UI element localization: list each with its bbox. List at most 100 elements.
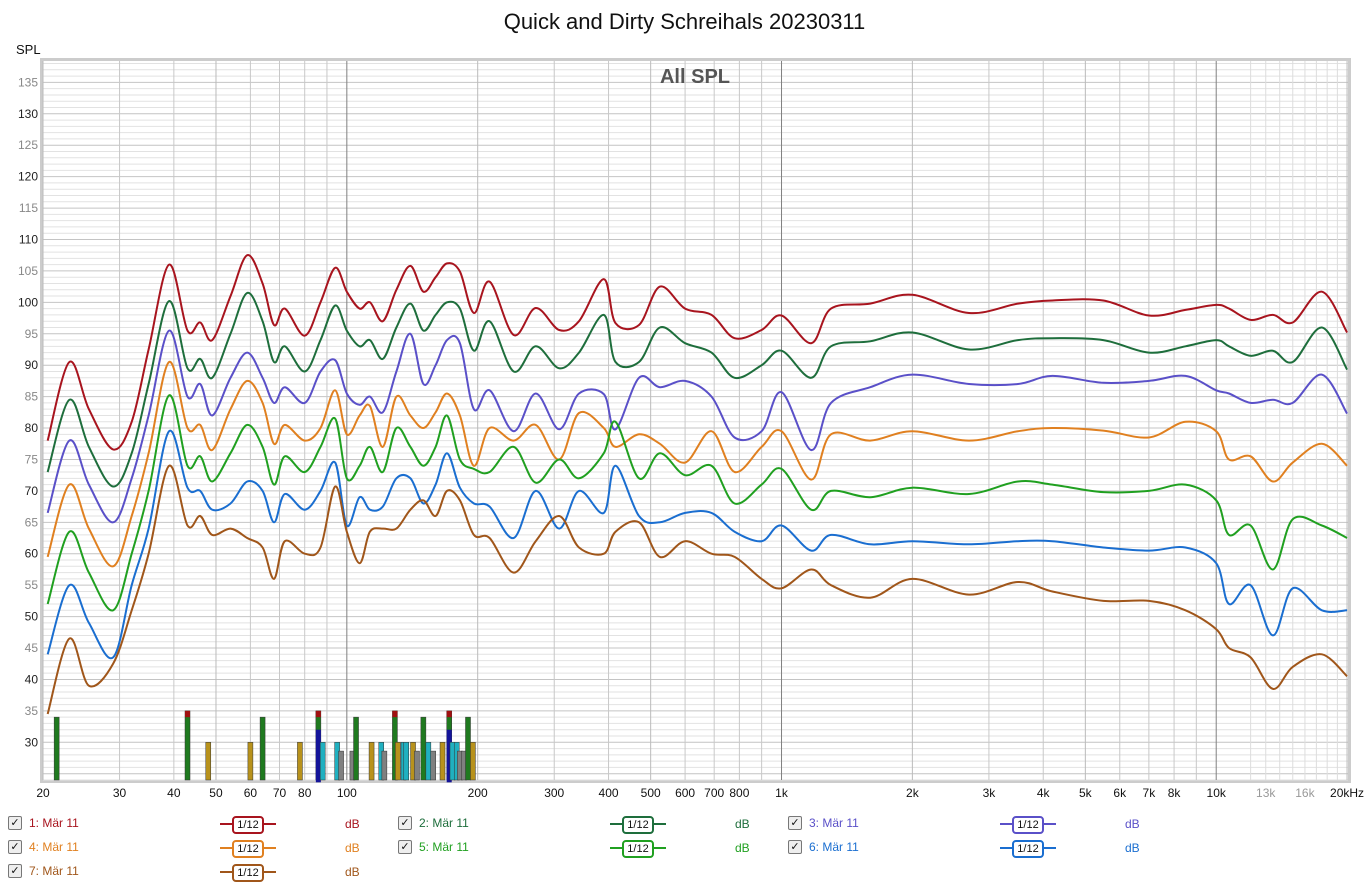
y-tick-label: 55 (25, 578, 39, 592)
smoothing-button[interactable]: 1/12 (610, 839, 666, 858)
x-tick-label: 500 (641, 786, 661, 800)
y-tick-label: 130 (18, 107, 38, 121)
y-tick-label: 95 (25, 327, 39, 341)
legend-unit: dB (345, 865, 360, 879)
x-tick-label: 700 (704, 786, 724, 800)
mode-marker-bar (205, 742, 212, 781)
x-tick-label: 80 (298, 786, 312, 800)
legend-item[interactable]: ✓ 1: Mär 11 (8, 816, 79, 830)
legend-label: 5: Mär 11 (419, 840, 469, 854)
mode-marker-bar (297, 742, 303, 781)
y-tick-label: 40 (25, 672, 39, 686)
series-line-4 (46, 360, 1348, 568)
legend-unit: dB (735, 817, 750, 831)
mode-marker-bar (425, 742, 432, 781)
x-tick-label: 8k (1168, 786, 1182, 800)
visibility-checkbox[interactable]: ✓ (8, 840, 22, 854)
series-line-1 (46, 254, 1348, 451)
visibility-checkbox[interactable]: ✓ (8, 864, 22, 878)
mode-marker-bar (338, 750, 344, 781)
mode-marker-bar (403, 742, 410, 781)
plot-subtitle: All SPL (660, 66, 730, 88)
y-tick-label: 65 (25, 515, 39, 529)
mode-marker-bar (439, 742, 446, 781)
y-tick-label: 110 (19, 232, 38, 246)
legend-label: 2: Mär 11 (419, 816, 469, 830)
smoothing-button[interactable]: 1/12 (610, 815, 666, 834)
y-tick-label: 60 (25, 547, 39, 561)
legend-label: 6: Mär 11 (809, 840, 859, 854)
mode-marker-base (315, 729, 321, 783)
x-tick-label: 60 (244, 786, 258, 800)
curves (46, 254, 1348, 715)
x-tick-label: 10k (1207, 786, 1227, 800)
smoothing-label: 1/12 (622, 840, 654, 858)
smoothing-label: 1/12 (232, 864, 264, 882)
smoothing-button[interactable]: 1/12 (220, 839, 276, 858)
mode-marker-bar (368, 742, 375, 781)
series-line-7 (46, 464, 1348, 715)
visibility-checkbox[interactable]: ✓ (398, 816, 412, 830)
x-tick-label: 16k (1295, 786, 1315, 800)
x-tick-label: 13k (1256, 786, 1276, 800)
legend-item[interactable]: ✓ 2: Mär 11 (398, 816, 469, 830)
x-tick-label: 30 (113, 786, 127, 800)
smoothing-label: 1/12 (1012, 816, 1044, 834)
legend-item[interactable]: ✓ 5: Mär 11 (398, 840, 469, 854)
y-tick-label: 80 (25, 421, 39, 435)
mode-marker-bar (381, 750, 388, 781)
mode-marker-top (446, 710, 452, 718)
mode-marker-top (392, 710, 398, 718)
legend-unit: dB (1125, 817, 1140, 831)
y-tick-label: 35 (25, 704, 39, 718)
x-tick-label: 20 (36, 786, 50, 800)
mode-marker-top (315, 710, 321, 718)
legend-item[interactable]: ✓ 3: Mär 11 (788, 816, 859, 830)
x-tick-label: 100 (337, 786, 357, 800)
x-tick-label: 20kHz (1330, 786, 1364, 800)
y-tick-label: 50 (25, 610, 39, 624)
grid (42, 61, 1348, 781)
smoothing-button[interactable]: 1/12 (220, 863, 276, 882)
y-tick-label: 90 (25, 358, 39, 372)
smoothing-button[interactable]: 1/12 (220, 815, 276, 834)
x-tick-label: 800 (729, 786, 749, 800)
series-line-6 (46, 430, 1348, 660)
x-tick-label: 7k (1143, 786, 1157, 800)
x-tick-label: 300 (544, 786, 564, 800)
smoothing-label: 1/12 (1012, 840, 1044, 858)
mode-marker-bar (259, 716, 266, 781)
mode-marker-bar (420, 716, 427, 781)
series-line-5 (46, 394, 1348, 612)
legend-unit: dB (1125, 841, 1140, 855)
legend-item[interactable]: ✓ 6: Mär 11 (788, 840, 859, 854)
legend-label: 3: Mär 11 (809, 816, 859, 830)
y-tick-label: 120 (18, 170, 38, 184)
visibility-checkbox[interactable]: ✓ (788, 840, 802, 854)
legend-unit: dB (345, 817, 360, 831)
smoothing-button[interactable]: 1/12 (1000, 815, 1056, 834)
plot-area (43, 61, 1348, 780)
mode-marker-base (446, 729, 452, 783)
visibility-checkbox[interactable]: ✓ (788, 816, 802, 830)
visibility-checkbox[interactable]: ✓ (8, 816, 22, 830)
smoothing-button[interactable]: 1/12 (1000, 839, 1056, 858)
x-tick-label: 5k (1079, 786, 1093, 800)
series-line-3 (46, 329, 1348, 524)
mode-marker-bar (247, 742, 254, 781)
x-tick-label: 3k (983, 786, 997, 800)
visibility-checkbox[interactable]: ✓ (398, 840, 412, 854)
x-tick-label: 200 (468, 786, 488, 800)
y-tick-label: 75 (25, 452, 39, 466)
y-tick-label: 70 (25, 484, 39, 498)
x-tick-label: 1k (775, 786, 789, 800)
y-tick-label: 85 (25, 390, 39, 404)
mode-marker-bar (465, 716, 471, 781)
legend-item[interactable]: ✓ 4: Mär 11 (8, 840, 79, 854)
legend-item[interactable]: ✓ 7: Mär 11 (8, 864, 79, 878)
mode-markers (53, 710, 476, 783)
y-tick-label: 30 (25, 735, 39, 749)
spl-chart[interactable]: 30 35 40 45 50 55 60 65 70 75 80 85 90 95 100 105 110 115… (0, 0, 1369, 805)
x-tick-label: 400 (599, 786, 619, 800)
y-tick-label: 135 (18, 75, 38, 89)
